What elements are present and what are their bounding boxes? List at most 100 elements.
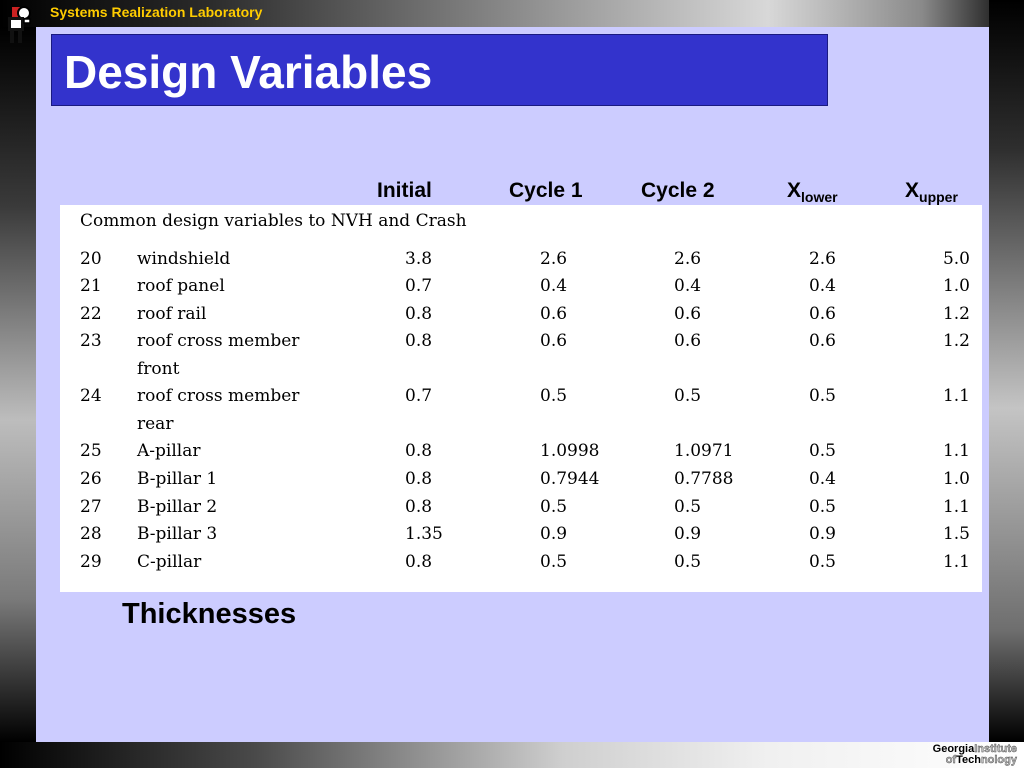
row-number: 25 xyxy=(80,441,102,461)
row-x-lower: 2.6 xyxy=(808,249,836,269)
gt-logo-line2: ofTechnology xyxy=(893,754,1017,766)
row-x-upper: 1.1 xyxy=(942,441,970,461)
row-x-upper: 1.5 xyxy=(942,524,970,544)
column-header-x-upper-sub: upper xyxy=(919,189,958,205)
row-cycle2: 1.0971 xyxy=(674,441,734,461)
thicknesses-label: Thicknesses xyxy=(122,598,297,630)
column-header-cycle1: Cycle 1 xyxy=(509,179,583,202)
row-initial: 0.8 xyxy=(405,441,433,461)
row-number: 26 xyxy=(80,469,102,489)
bottom-gradient-bar xyxy=(0,742,1024,768)
row-initial: 0.8 xyxy=(405,304,433,324)
row-cycle1: 0.5 xyxy=(540,497,568,517)
gt-logo-institute: Institute xyxy=(974,743,1017,755)
column-header-x-lower: Xlower xyxy=(787,179,838,205)
row-x-lower: 0.5 xyxy=(808,441,836,461)
column-header-x-upper-base: X xyxy=(905,179,920,202)
row-variable-name: windshield xyxy=(137,249,231,269)
top-gradient-bar: Systems Realization Laboratory xyxy=(0,0,1024,27)
row-x-lower: 0.6 xyxy=(808,331,836,351)
row-x-lower: 0.4 xyxy=(808,469,836,489)
row-variable-name: roof cross member xyxy=(137,331,300,351)
column-header-initial: Initial xyxy=(377,179,432,202)
row-cycle1: 0.7944 xyxy=(540,469,600,489)
row-cycle2: 0.5 xyxy=(674,552,702,572)
gt-logo-nology: nology xyxy=(980,754,1017,766)
column-header-x-upper: Xupper xyxy=(905,179,958,205)
column-header-x-lower-sub: lower xyxy=(801,189,838,205)
table-caption: Common design variables to NVH and Crash xyxy=(80,211,467,231)
row-variable-name-cont: front xyxy=(137,359,180,379)
row-number: 23 xyxy=(80,331,102,351)
row-variable-name: roof panel xyxy=(137,276,225,296)
row-number: 29 xyxy=(80,552,102,572)
row-cycle1: 0.5 xyxy=(540,386,568,406)
row-cycle2: 0.7788 xyxy=(674,469,734,489)
row-x-lower: 0.5 xyxy=(808,497,836,517)
row-cycle2: 0.9 xyxy=(674,524,702,544)
gt-logo-of: of xyxy=(945,754,957,766)
row-initial: 0.8 xyxy=(405,552,433,572)
row-variable-name: roof cross member xyxy=(137,386,300,406)
row-x-upper: 1.0 xyxy=(942,276,970,296)
georgia-tech-logo: GeorgiaInstitute ofTechnology xyxy=(893,743,1018,766)
gt-logo-line1: GeorgiaInstitute xyxy=(893,743,1018,755)
row-cycle1: 2.6 xyxy=(540,249,568,269)
row-variable-name-cont: rear xyxy=(137,414,174,434)
row-number: 28 xyxy=(80,524,102,544)
row-cycle1: 0.4 xyxy=(540,276,568,296)
row-cycle1: 0.5 xyxy=(540,552,568,572)
row-initial: 0.7 xyxy=(405,386,433,406)
row-x-lower: 0.5 xyxy=(808,552,836,572)
row-x-upper: 1.1 xyxy=(942,386,970,406)
row-initial: 0.7 xyxy=(405,276,433,296)
lab-logo-icon xyxy=(8,6,31,43)
row-initial: 0.8 xyxy=(405,331,433,351)
row-number: 24 xyxy=(80,386,102,406)
column-header-x-lower-base: X xyxy=(787,179,802,202)
row-initial: 0.8 xyxy=(405,469,433,489)
right-gradient-bar xyxy=(989,0,1024,742)
row-variable-name: B-pillar 1 xyxy=(137,469,218,489)
gt-logo-tech: Tech xyxy=(956,754,981,766)
row-x-upper: 1.1 xyxy=(942,552,970,572)
title-banner: Design Variables xyxy=(51,34,828,106)
row-cycle2: 0.6 xyxy=(674,331,702,351)
row-x-upper: 1.1 xyxy=(942,497,970,517)
design-variables-table: Common design variables to NVH and Crash… xyxy=(60,205,982,592)
row-number: 22 xyxy=(80,304,102,324)
row-variable-name: B-pillar 3 xyxy=(137,524,218,544)
row-variable-name: roof rail xyxy=(137,304,207,324)
column-header-cycle2: Cycle 2 xyxy=(641,179,715,202)
row-initial: 0.8 xyxy=(405,497,433,517)
row-cycle2: 0.4 xyxy=(674,276,702,296)
row-x-upper: 1.0 xyxy=(942,469,970,489)
row-number: 27 xyxy=(80,497,102,517)
row-cycle1: 0.6 xyxy=(540,331,568,351)
row-x-lower: 0.4 xyxy=(808,276,836,296)
row-cycle2: 2.6 xyxy=(674,249,702,269)
row-x-lower: 0.9 xyxy=(808,524,836,544)
row-x-lower: 0.6 xyxy=(808,304,836,324)
row-x-upper: 1.2 xyxy=(942,331,970,351)
row-cycle1: 0.6 xyxy=(540,304,568,324)
row-cycle2: 0.5 xyxy=(674,497,702,517)
row-number: 21 xyxy=(80,276,102,296)
row-cycle2: 0.5 xyxy=(674,386,702,406)
row-initial: 3.8 xyxy=(405,249,433,269)
row-cycle2: 0.6 xyxy=(674,304,702,324)
page-title: Design Variables xyxy=(64,46,433,98)
row-number: 20 xyxy=(80,249,102,269)
row-variable-name: A-pillar xyxy=(137,441,201,461)
row-initial: 1.35 xyxy=(405,524,443,544)
lab-name: Systems Realization Laboratory xyxy=(50,4,263,20)
row-x-lower: 0.5 xyxy=(808,386,836,406)
row-cycle1: 0.9 xyxy=(540,524,568,544)
row-x-upper: 5.0 xyxy=(942,249,970,269)
gt-logo-georgia: Georgia xyxy=(932,743,975,755)
row-variable-name: C-pillar xyxy=(137,552,202,572)
row-cycle1: 1.0998 xyxy=(540,441,600,461)
row-x-upper: 1.2 xyxy=(942,304,970,324)
row-variable-name: B-pillar 2 xyxy=(137,497,218,517)
left-gradient-bar xyxy=(0,27,36,742)
